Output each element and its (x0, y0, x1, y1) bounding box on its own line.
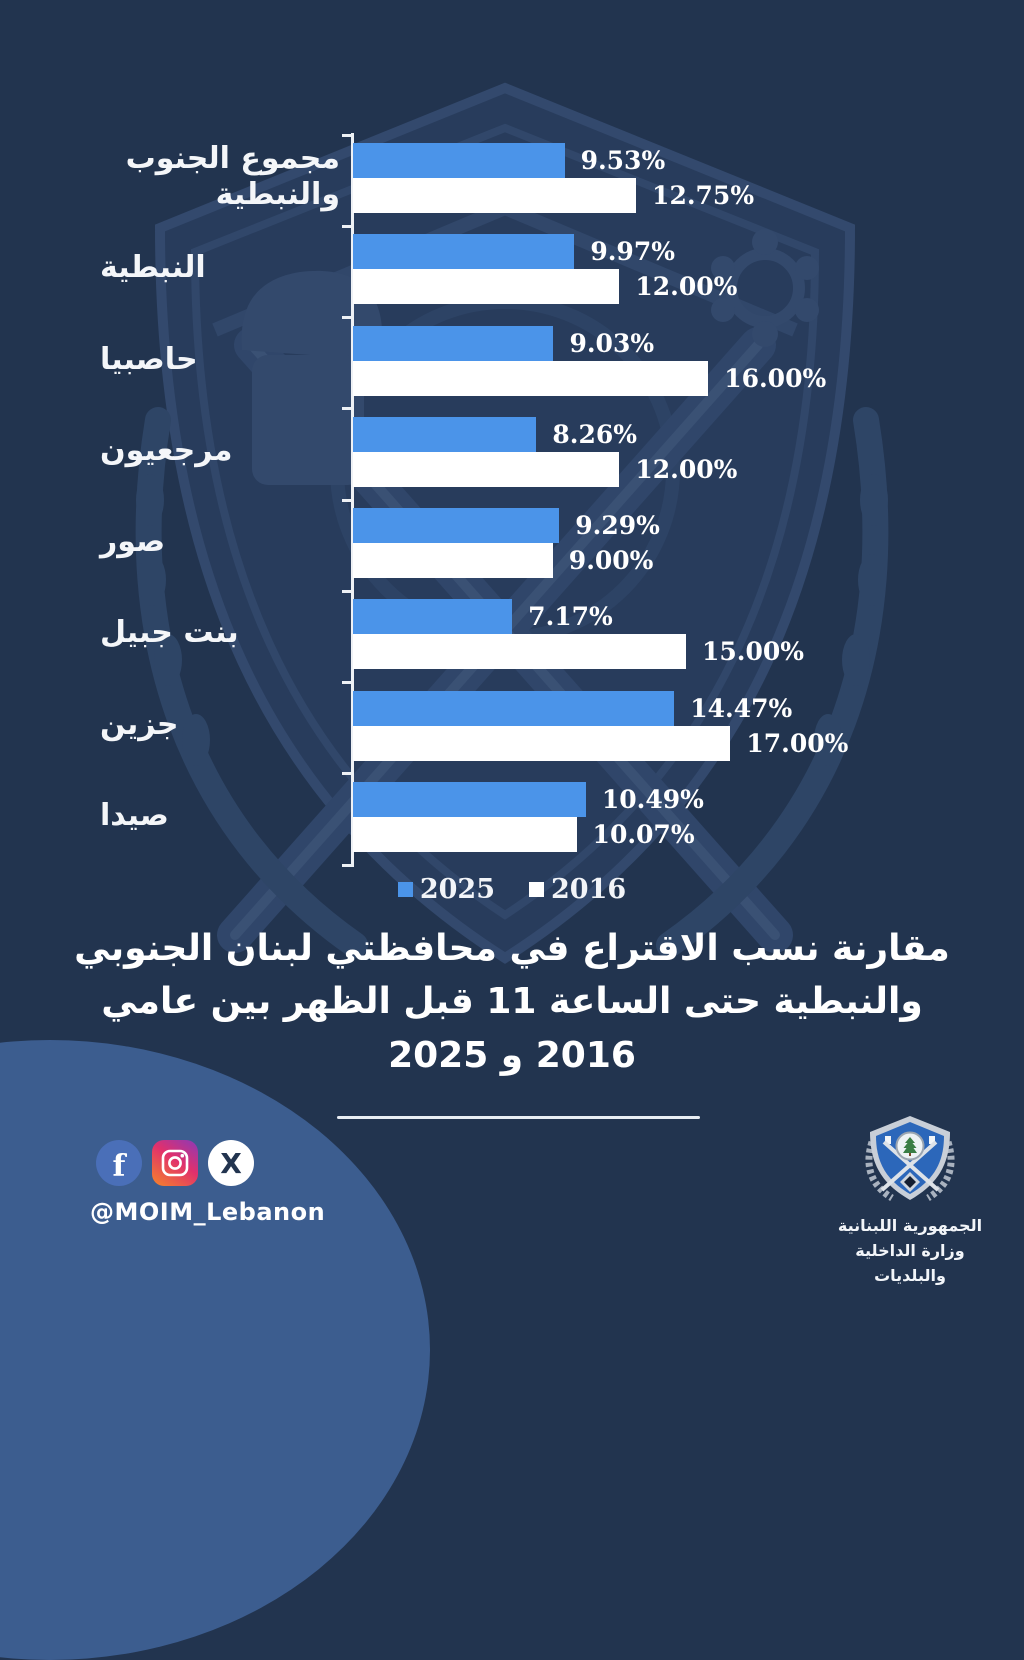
ministry-name-line-2: وزارة الداخلية والبلديات (855, 1240, 965, 1285)
ministry-name-line-1: الجمهورية اللبنانية (837, 1216, 983, 1235)
axis-tick (342, 589, 352, 593)
category-label: مرجعيون (100, 432, 233, 468)
chart-legend: 2025 2016 (0, 874, 1024, 905)
bar-value-2025-2: 9.03% (569, 328, 655, 358)
category-label: جزين (100, 706, 179, 742)
bar-2016-6 (353, 725, 731, 761)
legend-label-2025: 2025 (419, 874, 495, 905)
bar-2025-3 (353, 416, 537, 452)
bar-chart: مجموع الجنوب والنبطية 9.53% 12.75% النبطية 9… (100, 133, 849, 867)
bar-value-2016-5: 15.00% (702, 637, 805, 667)
bar-2025-6 (353, 690, 675, 726)
bar-value-2016-3: 12.00% (635, 454, 738, 484)
axis-tick (342, 681, 352, 684)
chart-title: مقارنة نسب الاقتراع في محافظتي لبنان الج… (62, 922, 962, 1082)
bar-value-2025-4: 9.29% (575, 511, 660, 540)
bar-value-2016-7: 10.07% (592, 819, 695, 849)
bar-value-2025-6: 14.47% (690, 693, 793, 723)
title-line-3: 2016 و 2025 (388, 1034, 636, 1076)
axis-tick (342, 772, 352, 776)
category-label: حاصبيا (100, 341, 198, 377)
axis-tick (342, 133, 352, 137)
bar-2016-3 (353, 451, 620, 487)
bar-value-2025-3: 8.26% (552, 419, 638, 449)
axis-tick (342, 316, 352, 319)
ministry-name: الجمهورية اللبنانية وزارة الداخلية والبل… (820, 1214, 1000, 1288)
axis-tick (342, 224, 352, 228)
bar-value-2025-5: 7.17% (528, 602, 613, 632)
axis-tick (342, 407, 352, 411)
bar-value-2016-1: 12.00% (635, 272, 738, 302)
bar-value-2016-0: 12.75% (652, 181, 755, 210)
legend-swatch-2016 (529, 882, 544, 897)
x-icon[interactable]: X (208, 1140, 254, 1186)
facebook-icon[interactable]: f (96, 1140, 142, 1186)
divider-line (337, 1116, 700, 1119)
bar-2016-1 (353, 269, 620, 305)
bar-2016-4 (353, 543, 553, 578)
axis-tick (342, 863, 352, 867)
bar-2016-5 (353, 634, 686, 670)
legend-item-2016: 2016 (529, 874, 626, 905)
category-label: صور (100, 524, 166, 559)
bar-value-2025-7: 10.49% (601, 784, 704, 814)
category-label: بنت جبيل (100, 615, 239, 651)
ministry-block: الجمهورية اللبنانية وزارة الداخلية والبل… (820, 1112, 1000, 1288)
bar-2025-1 (353, 234, 575, 270)
legend-swatch-2025 (397, 882, 413, 897)
bar-2016-7 (353, 816, 577, 852)
bar-2025-5 (353, 599, 513, 635)
bar-2025-0 (353, 143, 565, 178)
bar-value-2016-4: 9.00% (568, 546, 654, 575)
bar-2025-2 (353, 325, 554, 361)
bar-2016-0 (353, 178, 637, 213)
category-label: النبطية (100, 250, 206, 286)
social-handle: @MOIM_Lebanon (90, 1198, 326, 1226)
bar-2016-2 (353, 360, 709, 396)
ministry-logo (865, 1116, 955, 1202)
axis-tick (342, 498, 352, 502)
bar-value-2025-0: 9.53% (580, 146, 666, 175)
bar-value-2016-2: 16.00% (724, 363, 827, 393)
bar-2025-7 (353, 781, 586, 817)
category-label: مجموع الجنوب والنبطية (125, 141, 340, 212)
legend-item-2025: 2025 (397, 874, 495, 905)
instagram-camera-glyph (161, 1149, 189, 1177)
bar-value-2016-6: 17.00% (746, 728, 849, 758)
bar-value-2025-1: 9.97% (590, 237, 675, 267)
instagram-icon[interactable] (152, 1140, 198, 1186)
y-axis-line (351, 133, 354, 867)
bar-2025-4 (353, 508, 560, 543)
title-line-2: والنبطية حتى الساعة 11 قبل الظهر بين عام… (101, 981, 923, 1023)
social-block: f X @MOIM_Lebanon (90, 1140, 326, 1226)
title-line-1: مقارنة نسب الاقتراع في محافظتي لبنان الج… (74, 928, 950, 969)
category-label: صيدا (100, 797, 169, 833)
legend-label-2016: 2016 (551, 874, 627, 905)
